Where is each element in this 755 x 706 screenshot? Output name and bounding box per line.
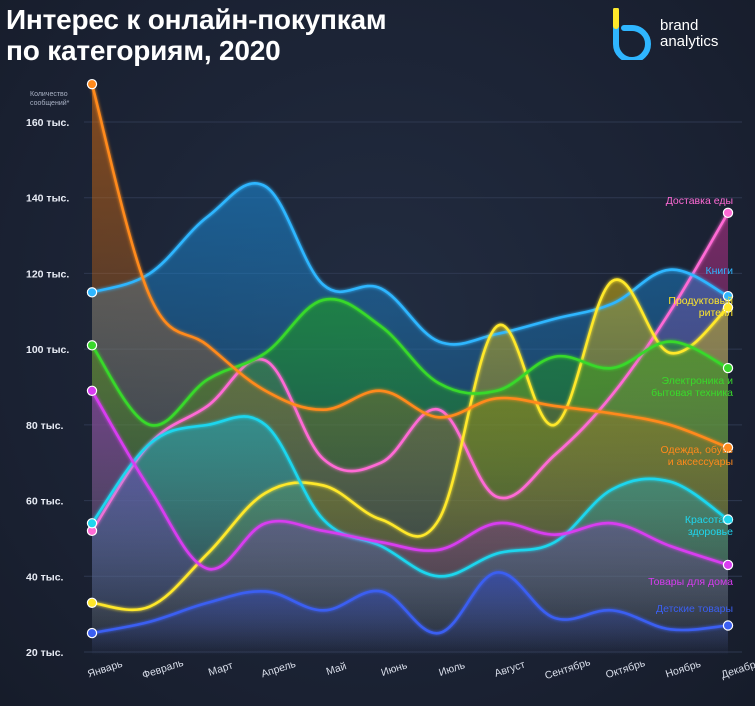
series-line-товары-для-дома — [90, 389, 730, 571]
legend-label-line: здоровье — [688, 526, 733, 538]
y-tick-label: 40 тыс. — [26, 571, 64, 583]
x-tick-label: Октябрь — [604, 657, 647, 681]
area-layer — [92, 84, 728, 656]
legend-label-красота-и-здоровье: Красота и здоровье — [685, 514, 733, 538]
y-tick-label: 60 тыс. — [26, 496, 64, 508]
x-tick-label: Июль — [437, 659, 467, 679]
series-line-одежда-обувь-и-аксессуары — [90, 82, 730, 449]
end-point-товары-для-дома — [722, 559, 734, 571]
start-point-детские-товары — [86, 627, 98, 639]
start-point-продуктовый-ритейл — [86, 597, 98, 608]
brand-logo-icon — [613, 7, 651, 63]
chart-title: Интерес к онлайн-покупкам по категориям,… — [6, 4, 526, 66]
end-point-красота-и-здоровье — [722, 514, 734, 525]
end-point-детские-товары — [722, 620, 734, 631]
end-point-доставка-еды — [722, 207, 734, 219]
area-товары-для-дома — [92, 390, 728, 656]
series-line-электроника-и-бытовая-техника — [90, 297, 730, 427]
start-point-книги — [86, 287, 98, 298]
x-tick-label: Июнь — [380, 659, 410, 679]
x-tick-label: Февраль — [141, 657, 186, 682]
y-tick-label: 80 тыс. — [26, 420, 64, 432]
legend-label-line: Красота и — [685, 514, 733, 526]
end-point-одежда-обувь-и-аксессуары — [722, 442, 734, 453]
x-tick-label: Декабрь — [720, 657, 755, 681]
y-tick-label: 120 тыс. — [26, 268, 69, 280]
legend-label-книги: Книги — [706, 265, 734, 277]
x-tick-label: Январь — [86, 658, 124, 681]
end-point-продуктовый-ритейл — [722, 302, 734, 313]
area-детские-товары — [92, 572, 728, 656]
y-tick-label: 160 тыс. — [26, 117, 69, 129]
legend-label-товары-для-дома: Товары для дома — [648, 576, 733, 588]
start-point-электроника-и-бытовая-техника — [86, 340, 98, 351]
start-point-красота-и-здоровье — [86, 518, 98, 529]
y-tick-label: 140 тыс. — [26, 193, 69, 205]
legend-label-одежда-обувь-и-аксессуары: Одежда, обувь и аксессуары — [660, 444, 733, 468]
legend-label-line: Электроника и — [662, 375, 734, 387]
end-point-книги — [722, 290, 734, 302]
line-layer — [90, 82, 730, 635]
legend-label-доставка-еды: Доставка еды — [666, 195, 733, 207]
legend-label-line: Одежда, обувь — [660, 444, 733, 456]
y-axis-title: Количество сообщений* — [30, 91, 70, 107]
series-line-детские-товары — [90, 571, 730, 635]
series-line-книги — [90, 181, 730, 346]
legend-label-line: ритейл — [699, 307, 733, 319]
y-tick-label: 20 тыс. — [26, 647, 64, 659]
series-line-красота-и-здоровье — [90, 415, 730, 578]
series-line-продуктовый-ритейл — [90, 278, 730, 612]
x-tick-label: Май — [325, 660, 348, 678]
brand-logo: brand analytics — [610, 7, 750, 64]
x-tick-label: Апрель — [260, 658, 298, 681]
end-point-электроника-и-бытовая-техника — [722, 362, 734, 374]
legend-label-line: бытовая техника — [651, 387, 733, 399]
legend-label-детские-товары: Детские товары — [656, 603, 733, 615]
legend-label-электроника-и-бытовая-техника: Электроника и бытовая техника — [651, 375, 733, 399]
legend-label-line: и аксессуары — [668, 456, 733, 468]
start-point-одежда-обувь-и-аксессуары — [86, 78, 98, 90]
brand-logo-line1: brand — [660, 17, 699, 34]
point-layer — [86, 78, 734, 639]
start-point-товары-для-дома — [86, 385, 98, 396]
y-tick-label: 100 тыс. — [26, 344, 69, 356]
chart-title-line1: Интерес к онлайн-покупкам — [6, 4, 387, 35]
legend-label-line: Продуктовый — [668, 295, 733, 307]
chart-title-line2: по категориям, 2020 — [6, 35, 281, 66]
x-tick-label: Ноябрь — [664, 658, 703, 681]
x-tick-label: Март — [207, 660, 235, 679]
legend-label-продуктовый-ритейл: Продуктовый ритейл — [668, 295, 733, 319]
brand-logo-line2: analytics — [660, 33, 719, 50]
x-tick-label: Сентябрь — [543, 656, 592, 682]
x-tick-label: Август — [493, 658, 527, 679]
legend-layer: Доставка еды Книги Продуктовый ритейл Электр… — [648, 195, 733, 615]
brand-logo-text: brand analytics — [660, 18, 718, 50]
series-line-доставка-еды — [90, 211, 730, 533]
